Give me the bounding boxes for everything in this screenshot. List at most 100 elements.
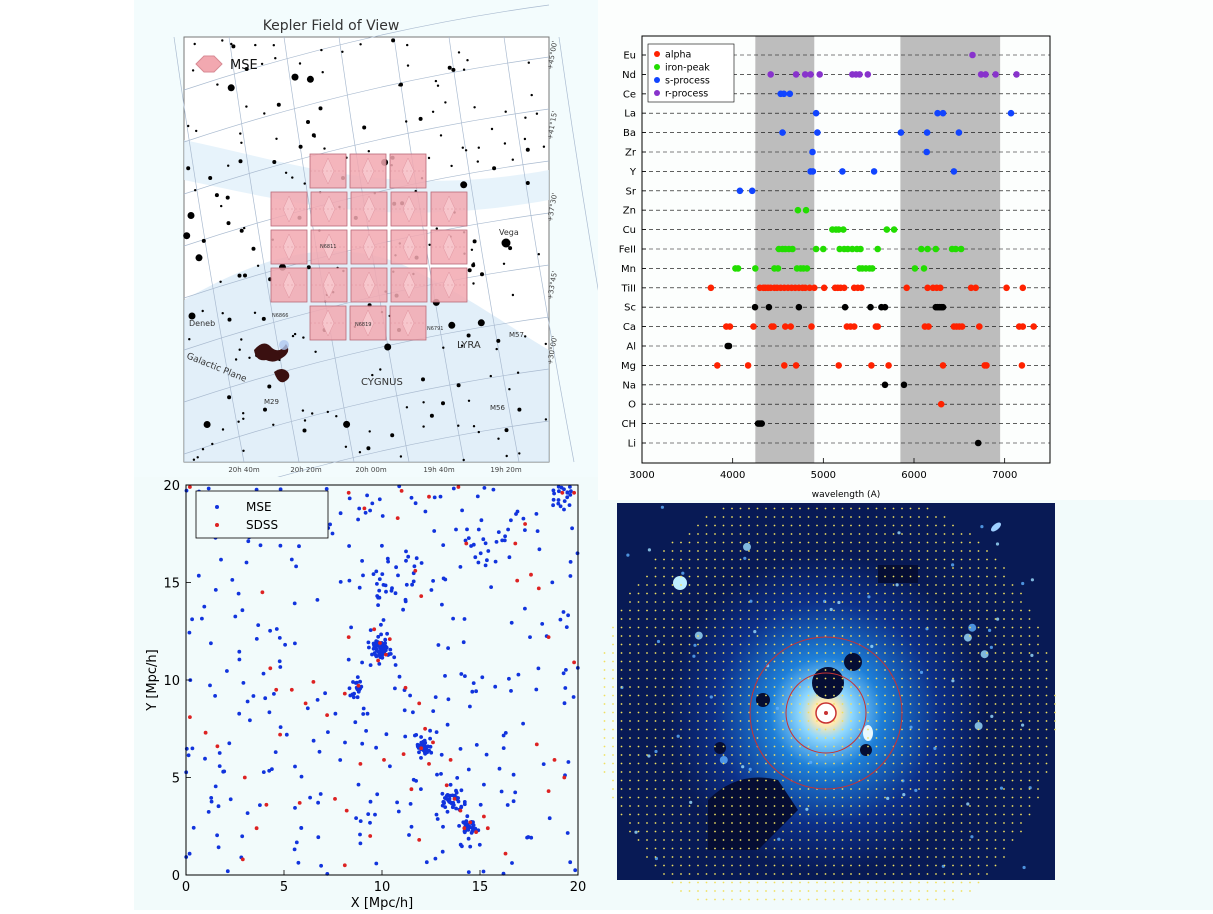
ifu-fiber	[1003, 626, 1005, 629]
ifu-fiber	[850, 856, 852, 858]
ifu-fiber	[816, 822, 818, 824]
mse-point	[474, 689, 478, 694]
ifu-fiber	[765, 584, 767, 586]
ifu-fiber	[1028, 788, 1031, 790]
ifu-fiber	[807, 567, 810, 569]
star	[291, 334, 295, 338]
ifu-fiber	[926, 635, 929, 637]
ifu-fiber	[875, 720, 878, 722]
ifu-fiber	[884, 601, 886, 603]
ifu-fiber	[960, 720, 963, 722]
line-point-nd	[792, 71, 800, 78]
ifu-fiber	[773, 558, 776, 561]
ifu-fiber	[790, 881, 793, 884]
ifu-fiber	[680, 592, 682, 595]
line-point-la	[812, 109, 820, 117]
ifu-fiber	[620, 737, 623, 739]
star	[274, 57, 277, 60]
ifu-fiber	[705, 754, 708, 756]
ifu-fiber	[960, 533, 963, 535]
ifu-fiber	[918, 864, 920, 867]
ifu-fiber	[1011, 686, 1014, 688]
ifu-fiber	[714, 711, 716, 714]
ifu-fiber	[858, 796, 861, 799]
mse-sdss-panel: 0 5 10 15 20 0 5 10 15 20 X [Mpc/h] Y [Mpc/h] MSE…	[134, 477, 598, 911]
ifu-fiber	[875, 839, 878, 841]
ifu-fiber	[943, 754, 946, 756]
ifu-fiber	[986, 626, 988, 629]
ifu-fiber	[875, 779, 878, 782]
ifu-fiber	[654, 686, 657, 688]
ifu-fiber	[926, 669, 929, 671]
ifu-fiber	[654, 864, 657, 867]
mse-point	[319, 863, 323, 868]
ifu-fiber	[629, 720, 631, 722]
ifu-fiber	[782, 754, 784, 756]
mse-point	[432, 495, 437, 500]
ifu-fiber	[807, 881, 810, 884]
ifu-fiber	[765, 609, 767, 612]
ifu-fiber	[680, 822, 682, 824]
mse-point	[476, 560, 481, 565]
mse-point	[374, 745, 378, 750]
line-point-mg	[744, 362, 752, 369]
ifu-fiber	[697, 737, 699, 739]
ifu-fiber	[680, 567, 682, 569]
ifu-fiber	[824, 635, 827, 637]
ifu-fiber	[824, 592, 827, 595]
ifu-fiber	[850, 635, 852, 637]
star	[461, 146, 464, 149]
ifu-fiber	[1003, 720, 1005, 722]
element-label: Ba	[623, 128, 636, 139]
ifu-fiber	[935, 694, 937, 697]
ifu-fiber	[1003, 567, 1005, 569]
star	[267, 384, 272, 389]
ifu-fiber	[884, 507, 886, 510]
ifu-fiber	[739, 881, 742, 884]
ifu-fiber	[1003, 669, 1005, 671]
ifu-fiber	[739, 635, 742, 637]
mse-point	[509, 518, 513, 523]
ifu-fiber	[782, 847, 784, 850]
ifu-fiber	[629, 737, 631, 739]
ifu-fiber	[994, 847, 997, 850]
ifu-fiber	[663, 558, 665, 561]
faint-source	[656, 639, 661, 644]
mse-point	[462, 829, 467, 834]
ifu-fiber	[1011, 762, 1014, 765]
ifu-fiber	[620, 609, 623, 612]
ifu-fiber	[756, 541, 759, 544]
faint-source	[1021, 723, 1025, 727]
ifu-fiber	[807, 754, 810, 756]
ifu-fiber	[637, 771, 640, 773]
mse-point	[355, 675, 360, 679]
ifu-fiber	[637, 830, 640, 833]
ifu-fiber	[739, 558, 742, 561]
line-point-mn	[869, 265, 876, 272]
mse-point	[440, 602, 444, 607]
ifu-fiber	[935, 856, 937, 858]
ifu-fiber	[714, 890, 716, 892]
ifu-fiber	[943, 643, 946, 646]
ra-grid-line	[228, 36, 300, 463]
ifu-fiber	[841, 881, 844, 884]
faint-source	[974, 722, 983, 730]
ifu-fiber	[884, 635, 886, 637]
ifu-fiber	[943, 856, 946, 858]
ifu-fiber	[850, 533, 852, 535]
ifu-fiber	[816, 677, 818, 680]
ifu-fiber	[994, 618, 997, 620]
mse-point	[507, 676, 511, 681]
ifu-fiber	[858, 762, 861, 765]
ifu-fiber	[731, 890, 733, 892]
ifu-fiber	[773, 864, 776, 867]
star	[462, 458, 465, 462]
ifu-fiber	[722, 847, 725, 850]
ifu-fiber	[799, 677, 801, 680]
element-label: Li	[628, 439, 636, 450]
ifu-fiber	[926, 881, 929, 884]
ifu-fiber	[841, 677, 844, 680]
sdss-point	[342, 863, 347, 868]
ifu-fiber	[858, 805, 861, 807]
line-point-tiii	[707, 284, 715, 292]
